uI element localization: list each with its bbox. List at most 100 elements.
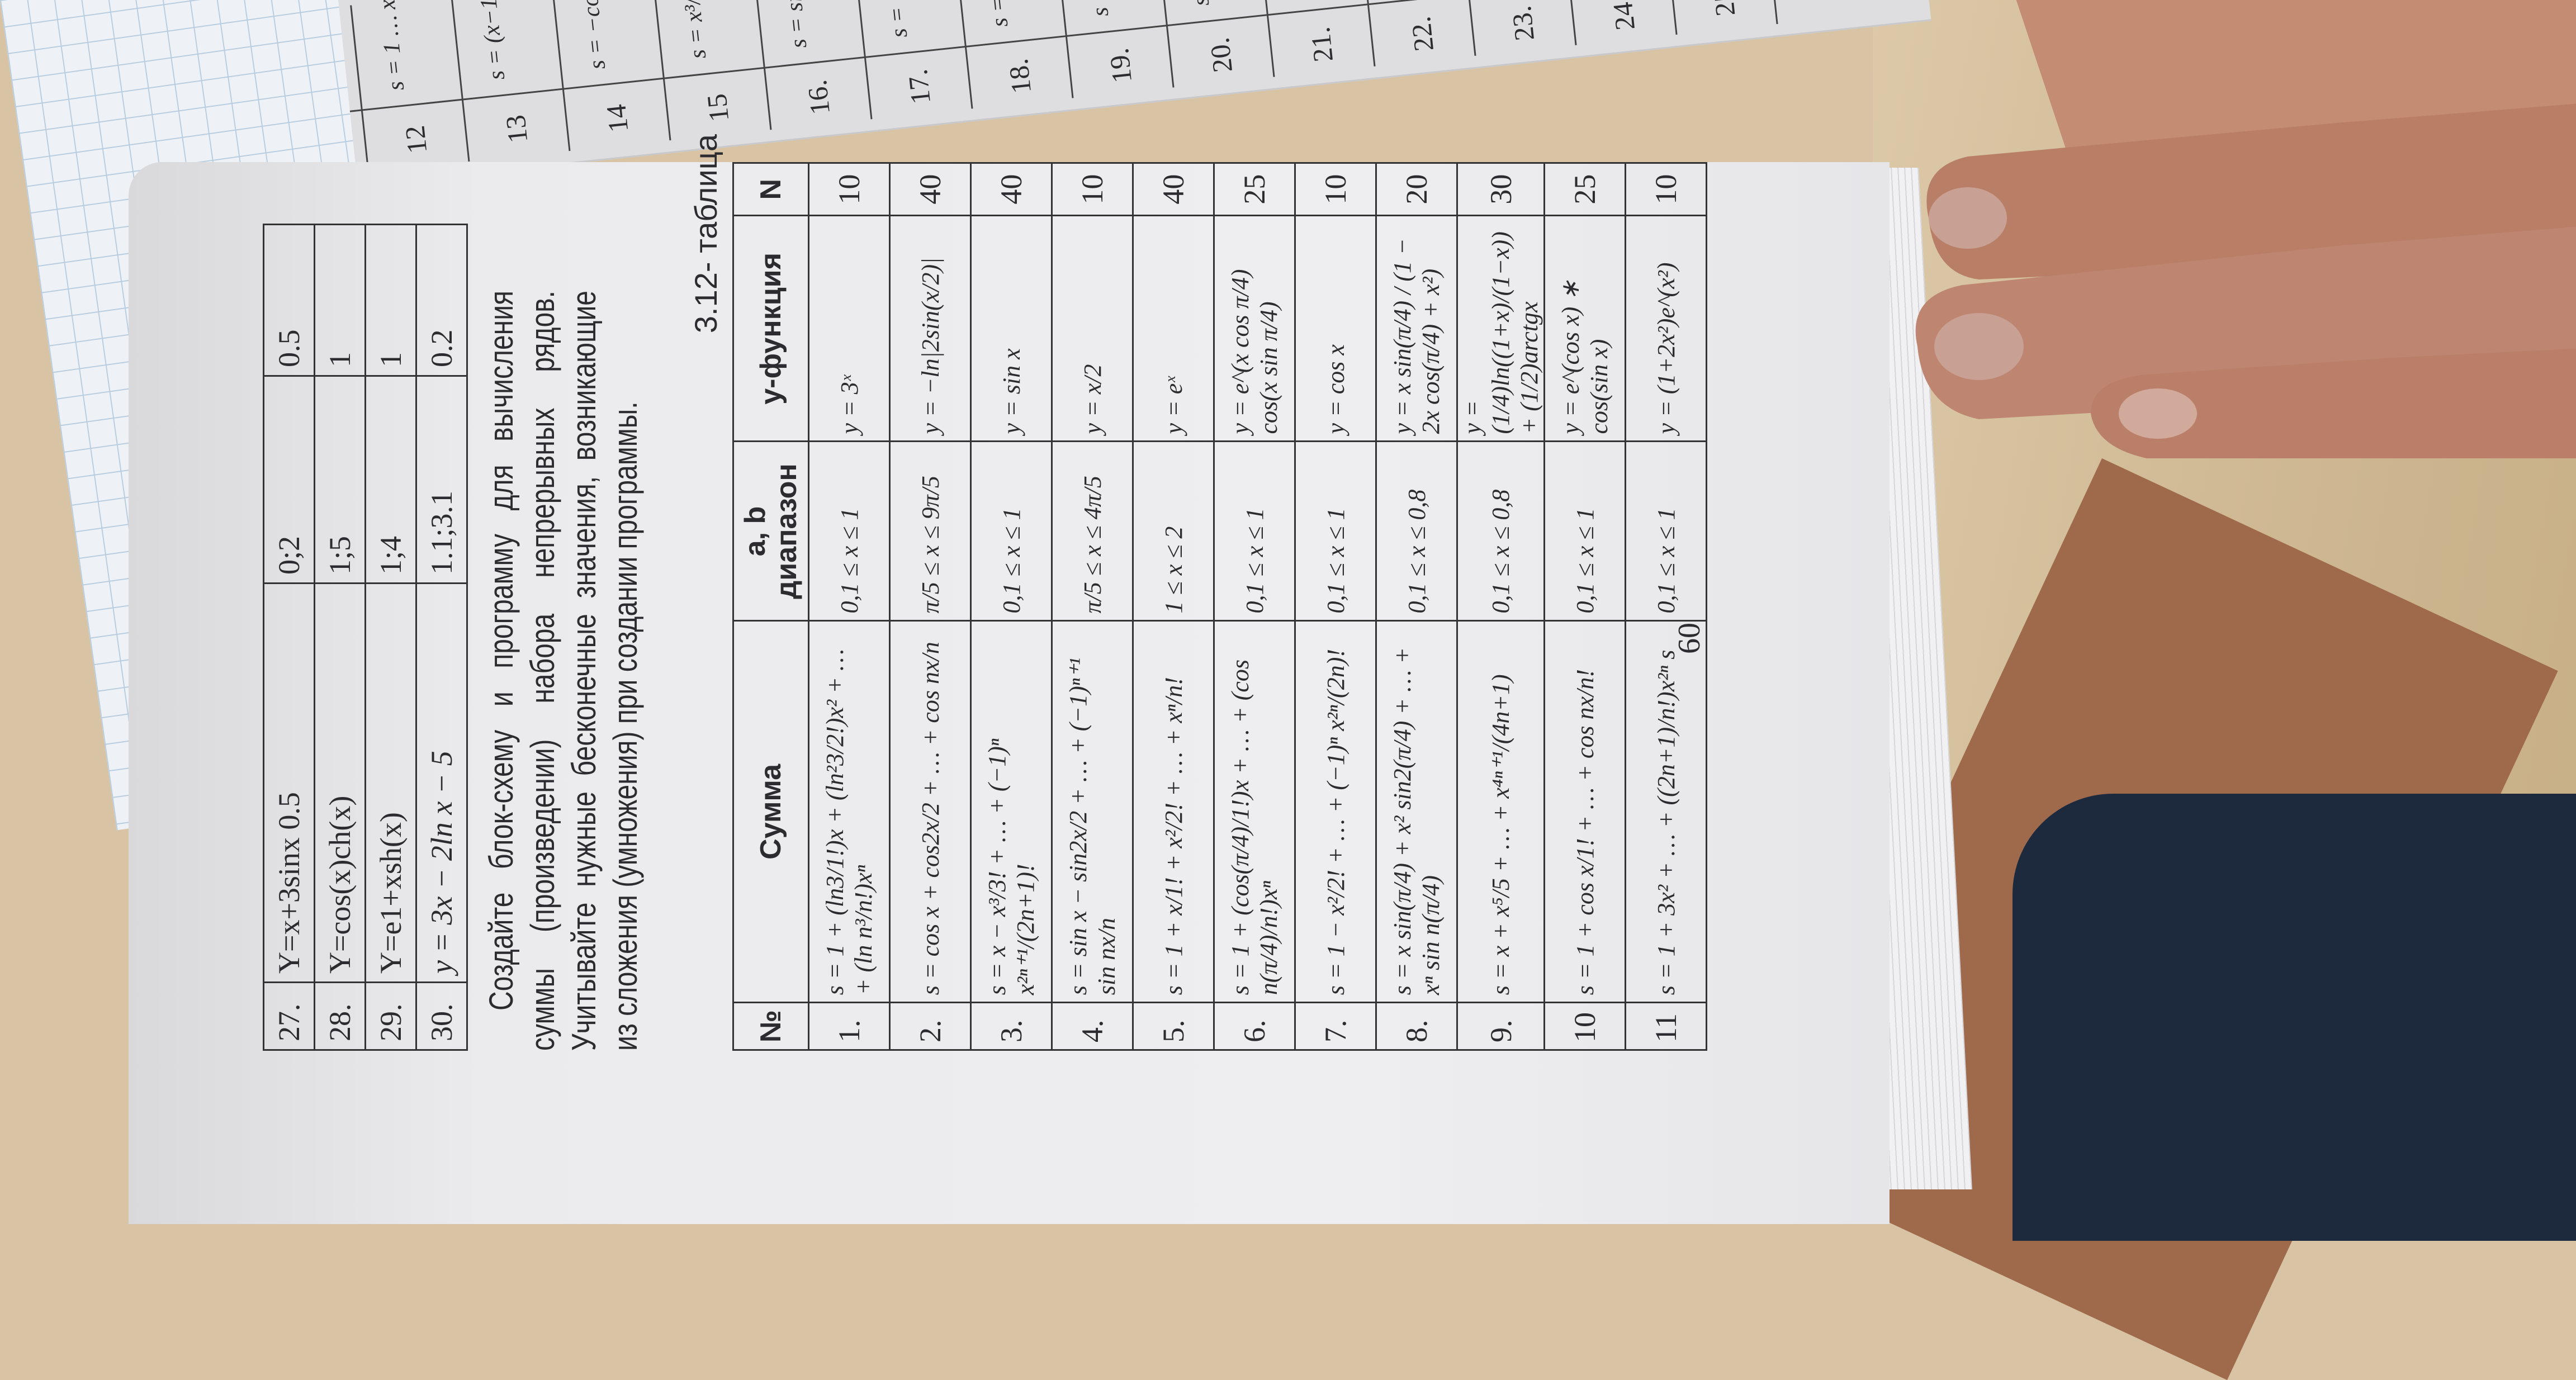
- header-n: N: [733, 163, 809, 216]
- sum-formula: s = x sin(π/4) + x² sin2(π/4) + … + xⁿ s…: [1376, 621, 1457, 1003]
- formula-fragment: s: [1187, 0, 1215, 7]
- fingernail: [1929, 187, 2007, 249]
- row-number: 27.: [264, 983, 315, 1050]
- row-number: 16.: [801, 78, 836, 116]
- table-row: 3.s = x − x³/3! + … + (−1)ⁿ x²ⁿ⁺¹/(2n+1)…: [971, 163, 1052, 1050]
- row-number: 24.: [1606, 0, 1641, 32]
- n-value: 25: [1214, 163, 1295, 216]
- header-sum: Сумма: [733, 621, 809, 1003]
- row-number: 15: [700, 92, 735, 124]
- step-value: 1: [315, 225, 366, 376]
- table-row: 8.s = x sin(π/4) + x² sin2(π/4) + … + xⁿ…: [1376, 163, 1457, 1050]
- row-number: 29.: [366, 983, 416, 1050]
- table-header-row: № Сумма a, b диапазон y-функция N: [733, 163, 809, 1050]
- function-formula: y = e^(x cos π/4) cos(x sin π/4): [1214, 216, 1295, 442]
- previous-page-row: 16. s = si: [752, 0, 870, 130]
- previous-page-row: 14 s = −co: [551, 0, 669, 151]
- step-value: 0.2: [416, 225, 467, 376]
- range-value: 0,1 ≤ x ≤ 1: [809, 442, 890, 621]
- function-formula: y = 3x − 2ln x − 5: [416, 584, 467, 983]
- row-number: 7.: [1295, 1003, 1376, 1050]
- previous-page-row: 24.: [1557, 0, 1675, 45]
- table-row: 4.s = sin x − sin2x/2 + … + (−1)ⁿ⁺¹ sin …: [1052, 163, 1133, 1050]
- sum-formula: s = 1 + x/1! + x²/2! + … + xⁿ/n!: [1133, 621, 1214, 1003]
- row-number: 3.: [971, 1003, 1052, 1050]
- range-value: 0,1 ≤ x ≤ 0,8: [1457, 442, 1545, 621]
- row-number: 14: [599, 103, 634, 134]
- formula-fragment: s = (x−1)/(x+1): [468, 0, 510, 81]
- row-number: 21.: [1304, 25, 1339, 63]
- table-row: 9.s = x + x⁵/5 + … + x⁴ⁿ⁺¹/(4n+1)0,1 ≤ x…: [1457, 163, 1545, 1050]
- step-value: 1: [366, 225, 416, 376]
- formula-fragment: s =: [1085, 0, 1115, 18]
- function-formula: y = (1/4)ln((1+x)/(1−x)) + (1/2)arctgx: [1457, 216, 1545, 442]
- row-number: 25: [1707, 0, 1742, 18]
- hand: [1834, 0, 2576, 458]
- n-value: 10: [1052, 163, 1133, 216]
- n-value: 40: [1133, 163, 1214, 216]
- formula-fragment: s = si: [780, 0, 813, 50]
- row-number: 18.: [1002, 57, 1038, 95]
- formula-fragment: s = −co: [577, 0, 612, 70]
- function-formula: Y=x+3sinx 0.5: [264, 584, 315, 983]
- range-value: 0,1 ≤ x ≤ 1: [971, 442, 1052, 621]
- row-number: 9.: [1457, 1003, 1545, 1050]
- function-formula: y = −ln|2sin(x/2)|: [890, 216, 971, 442]
- sum-formula: s = x + x⁵/5 + … + x⁴ⁿ⁺¹/(4n+1): [1457, 621, 1545, 1003]
- previous-page-row: 25: [1658, 0, 1776, 35]
- row-number: 8.: [1376, 1003, 1457, 1050]
- table-caption: 3.12- таблица: [688, 134, 724, 333]
- n-value: 30: [1457, 163, 1545, 216]
- n-value: 40: [890, 163, 971, 216]
- previous-page-row: 18. s =: [954, 0, 1072, 109]
- row-number: 17.: [901, 68, 937, 106]
- row-number: 5.: [1133, 1003, 1214, 1050]
- function-formula: y = eˣ: [1133, 216, 1214, 442]
- fingernail: [2119, 388, 2197, 439]
- range-value: 1;4: [366, 376, 416, 584]
- range-value: 1 ≤ x ≤ 2: [1133, 442, 1214, 621]
- formula-fragment: s =: [984, 0, 1014, 29]
- row-number: 6.: [1214, 1003, 1295, 1050]
- range-value: 1.1;3.1: [416, 376, 467, 584]
- function-formula: y = x sin(π/4) / (1 − 2x cos(π/4) + x²): [1376, 216, 1457, 442]
- function-formula: y = 3ˣ: [809, 216, 890, 442]
- n-value: 10: [1295, 163, 1376, 216]
- row-number: 30.: [416, 983, 467, 1050]
- function-formula: Y=cos(x)ch(x): [315, 584, 366, 983]
- row-number: 2.: [890, 1003, 971, 1050]
- previous-page-row: 17.s = 1: [853, 0, 971, 119]
- sum-formula: s = sin x − sin2x/2 + … + (−1)ⁿ⁺¹ sin nx…: [1052, 621, 1133, 1003]
- n-value: 40: [971, 163, 1052, 216]
- sum-formula: s = 1 + 3x² + … + ((2n+1)/n!)x²ⁿ s: [1626, 621, 1707, 1003]
- previous-page-row: 20. s: [1155, 0, 1273, 88]
- range-value: 0,1 ≤ x ≤ 1: [1545, 442, 1626, 621]
- sum-formula: s = 1 + (ln3/1!)x + (ln²3/2!)x² + … + (l…: [809, 621, 890, 1003]
- range-value: 0,1 ≤ x ≤ 1: [1295, 442, 1376, 621]
- n-value: 10: [1626, 163, 1707, 216]
- sum-formula: s = 1 − x²/2! + … + (−1)ⁿ x²ⁿ/(2n)!: [1295, 621, 1376, 1003]
- range-value: 0,1 ≤ x ≤ 0,8: [1376, 442, 1457, 621]
- jeans: [2012, 794, 2576, 1241]
- task-paragraph: Создайте блок-схему и программу для вычи…: [481, 291, 646, 1051]
- function-formula: y = x/2: [1052, 216, 1133, 442]
- previous-page-row: 23.: [1457, 0, 1575, 56]
- range-value: π/5 ≤ x ≤ 4π/5: [1052, 442, 1133, 621]
- page-number: 60: [1671, 623, 1707, 654]
- row-number: 22.: [1404, 15, 1440, 53]
- row-number: 20.: [1203, 36, 1239, 74]
- range-value: 0,1 ≤ x ≤ 1: [1214, 442, 1295, 621]
